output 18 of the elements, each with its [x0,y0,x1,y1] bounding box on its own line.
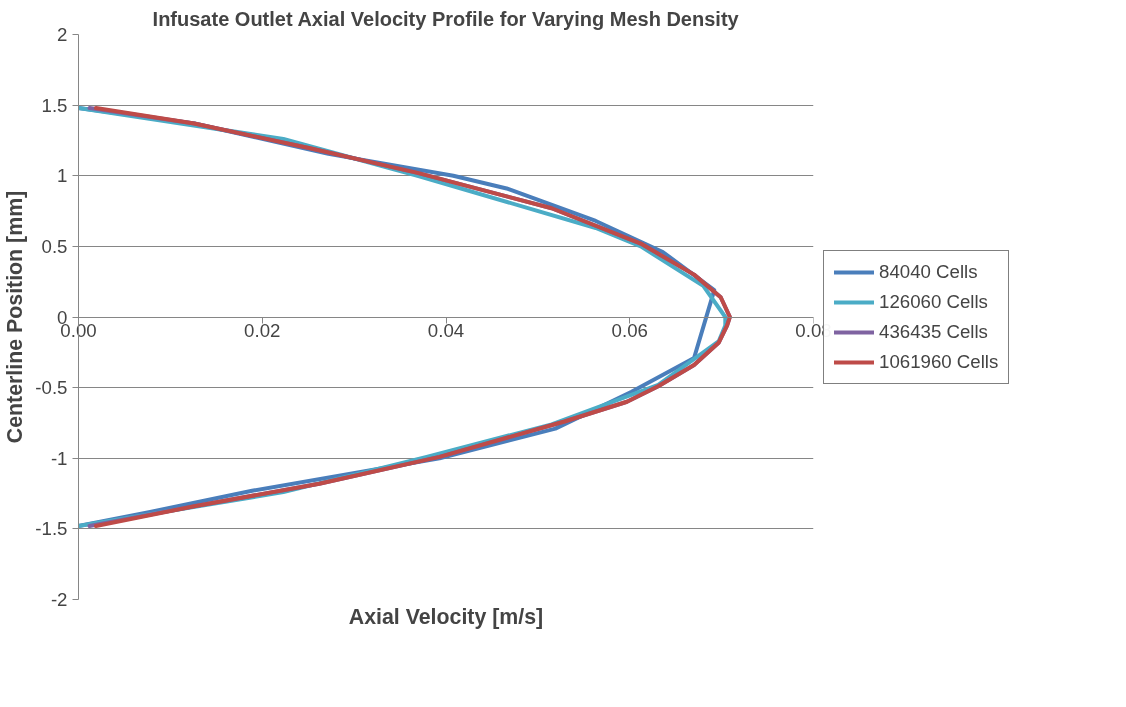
legend-label: 436435 Cells [879,320,988,343]
y-tick-label: 0.5 [41,235,68,257]
x-tick-label: 0.02 [244,319,281,341]
y-tick-label: 2 [57,24,68,45]
y-tick-label: -1 [50,447,68,469]
chart-title: Infusate Outlet Axial Velocity Profile for Varying Mesh Density [152,7,740,30]
y-tick-label: -1.5 [35,518,68,540]
y-tick-label: -0.5 [35,377,68,399]
x-axis-title: Axial Velocity [m/s] [348,604,544,629]
y-axis-title: Centerline Position [mm] [3,190,28,444]
legend-label: 84040 Cells [879,260,978,283]
legend-label: 126060 Cells [879,290,988,313]
x-tick-label: 0.06 [611,319,648,341]
legend-label: 1061960 Cells [879,350,999,373]
y-tick-label: 1 [57,165,68,187]
y-tick-label: 1.5 [41,94,68,116]
y-tick-label: -2 [50,589,68,610]
x-tick-label: 0.04 [427,319,465,341]
